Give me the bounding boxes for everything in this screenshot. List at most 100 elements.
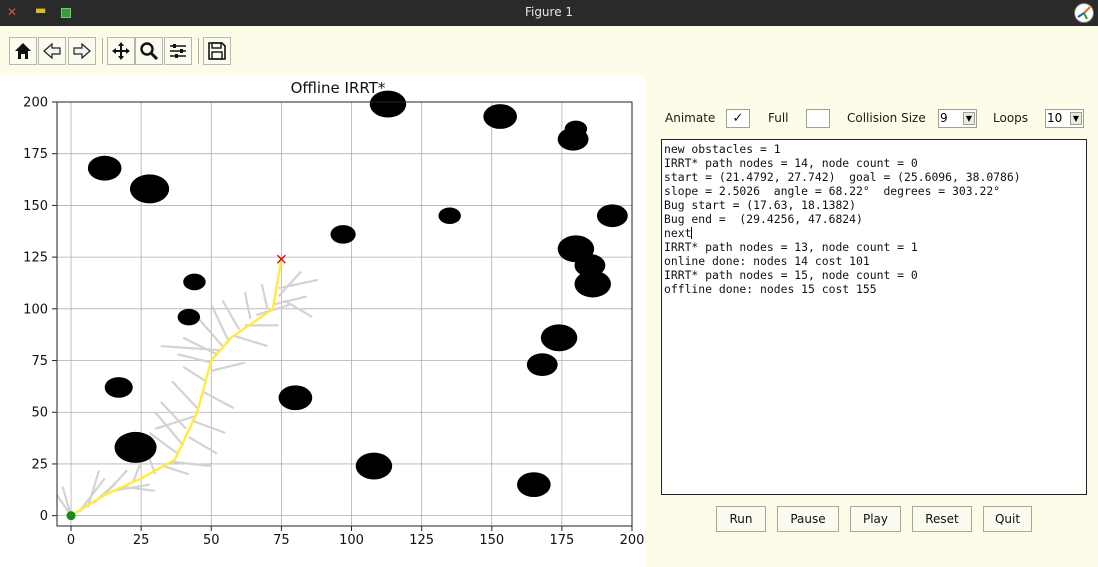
configure-button[interactable]	[164, 37, 192, 65]
log-line: Bug end = (29.4256, 47.6824)	[664, 212, 863, 226]
close-icon[interactable]: ✕	[7, 5, 18, 19]
obstacle	[129, 174, 170, 204]
log-line: IRRT* path nodes = 15, node count = 0	[664, 268, 918, 282]
tree-edge	[188, 436, 218, 455]
y-tick-label: 150	[23, 199, 48, 214]
log-line: IRRT* path nodes = 13, node count = 1	[664, 240, 918, 254]
magnifier-icon	[140, 42, 159, 61]
x-tick-label: 50	[203, 533, 220, 548]
log-line: IRRT* path nodes = 14, node count = 0	[664, 156, 918, 170]
markers	[66, 254, 286, 521]
obstacle	[369, 90, 407, 118]
tree-edge	[148, 432, 179, 455]
y-tick-label: 0	[40, 509, 48, 524]
obstacle	[438, 207, 461, 225]
tree-edge	[233, 334, 268, 348]
collision-size-spinbox[interactable]: 9 ▼	[938, 109, 977, 128]
obstacle	[557, 127, 589, 151]
x-tick-label: 75	[273, 533, 290, 548]
log-line: Bug start = (17.63, 18.1382)	[664, 198, 857, 212]
tree-edge	[131, 461, 143, 483]
x-tick-label: 175	[549, 533, 574, 548]
tree-edge	[163, 464, 190, 476]
text-cursor	[691, 227, 693, 239]
control-panel: Animate ✓ Full Collision Size 9 ▼ Loops …	[645, 76, 1098, 567]
pan-button[interactable]	[107, 37, 135, 65]
log-textarea[interactable]: new obstacles = 1 IRRT* path nodes = 14, …	[661, 139, 1087, 495]
tree-edge	[61, 486, 73, 516]
plot-area[interactable]: Offline IRRT* 0 25 50 75 100 125 150 175 200 0 25 5…	[0, 76, 645, 567]
quit-button[interactable]: Quit	[983, 506, 1032, 532]
pause-button[interactable]: Pause	[777, 506, 839, 532]
log-line: next	[664, 226, 693, 240]
toolbar-separator	[198, 38, 199, 64]
tree-edge	[103, 469, 128, 496]
tree-edge	[283, 299, 313, 319]
tree-edge	[221, 300, 241, 331]
tree-edge	[196, 316, 224, 347]
search-tree	[56, 270, 319, 517]
x-tick-label: 25	[133, 533, 150, 548]
loops-spinbox[interactable]: 10 ▼	[1045, 109, 1084, 128]
full-checkbox[interactable]	[806, 109, 830, 128]
chevron-down-icon[interactable]: ▼	[1070, 112, 1082, 125]
sliders-icon	[170, 44, 186, 58]
log-line: slope = 2.5026 angle = 68.22° degrees = …	[664, 184, 1001, 198]
home-button[interactable]	[9, 37, 37, 65]
arrow-right-icon	[73, 42, 91, 60]
move-icon	[112, 42, 130, 60]
tree-edge	[154, 411, 185, 447]
animate-label: Animate	[665, 111, 716, 125]
loops-value: 10	[1047, 111, 1063, 125]
floppy-disk-icon	[208, 42, 226, 60]
reset-button[interactable]: Reset	[912, 506, 972, 532]
tree-edge	[182, 365, 207, 383]
axes-frame	[56, 101, 633, 527]
tree-edge	[260, 283, 269, 310]
tree-edge	[171, 460, 212, 468]
obstacle	[596, 204, 628, 228]
plot-canvas[interactable]: Offline IRRT* 0 25 50 75 100 125 150 175 200 0 25 5…	[0, 76, 645, 567]
log-line: online done: nodes 14 cost 101	[664, 254, 870, 268]
obstacle	[330, 225, 356, 244]
x-tick-label: 125	[409, 533, 434, 548]
obstacle	[526, 353, 558, 377]
zoom-button[interactable]	[135, 37, 163, 65]
tree-edge	[177, 353, 212, 364]
obstacle	[278, 385, 313, 411]
tree-edge	[278, 278, 319, 290]
maximize-icon[interactable]	[61, 8, 71, 18]
obstacle	[114, 431, 157, 463]
start-marker	[66, 511, 76, 521]
y-tick-label: 125	[23, 251, 48, 266]
chevron-down-icon[interactable]: ▼	[963, 112, 975, 125]
forward-button[interactable]	[68, 37, 96, 65]
collision-size-value: 9	[940, 111, 948, 125]
obstacle	[355, 452, 393, 480]
x-tick-label: 0	[67, 533, 75, 548]
tree-edge	[202, 390, 235, 410]
tree-edge	[171, 380, 199, 409]
minimize-icon[interactable]: ▬	[35, 3, 47, 17]
tree-edge	[272, 295, 307, 306]
log-line: new obstacles = 1	[664, 142, 781, 156]
save-button[interactable]	[203, 37, 231, 65]
obstacle	[483, 104, 517, 129]
obstacle	[104, 377, 133, 398]
axes: 0 25 50 75 100 125 150 175 200 0 25 50 75 100 125 150 17…	[23, 96, 644, 549]
obstacle	[183, 273, 206, 291]
app-logo-icon	[1074, 3, 1094, 23]
toolbar-separator	[102, 38, 103, 64]
goal-marker	[276, 254, 286, 264]
tree-edge	[86, 469, 101, 508]
back-button[interactable]	[38, 37, 66, 65]
tree-edge	[121, 485, 156, 492]
run-button[interactable]: Run	[716, 506, 766, 532]
y-tick-label: 200	[23, 96, 48, 111]
y-tick-label: 50	[31, 406, 48, 421]
play-button[interactable]: Play	[850, 506, 901, 532]
title-bar: ✕ ▬ Figure 1	[0, 0, 1098, 26]
animate-checkbox[interactable]: ✓	[726, 109, 750, 128]
log-line: start = (21.4792, 27.742) goal = (25.609…	[664, 170, 1021, 184]
window-title: Figure 1	[524, 5, 574, 19]
